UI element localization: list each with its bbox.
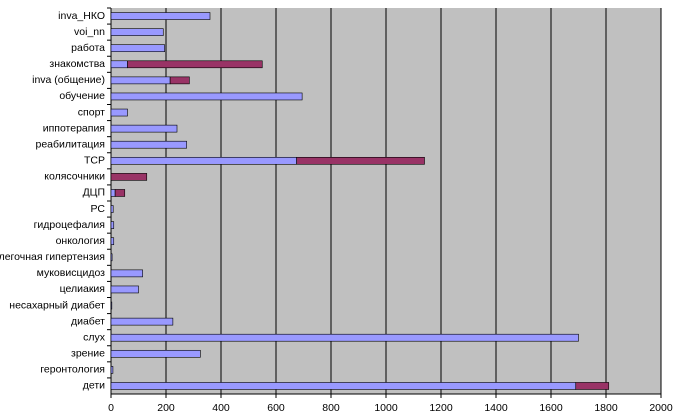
bar (110, 253, 113, 262)
bar (110, 173, 148, 181)
y-tick-label: геронтология (40, 364, 105, 376)
x-tick-label: 200 (157, 402, 175, 414)
y-tick-label: зрение (71, 348, 105, 360)
x-tick-label: 1400 (484, 402, 508, 414)
x-tick-label: 1600 (539, 402, 563, 414)
x-tick-label: 600 (267, 402, 285, 414)
bar (169, 76, 190, 85)
y-tick-label: inva (общение) (32, 74, 105, 86)
y-tick-label: диабет (71, 315, 105, 327)
y-tick-label: знакомства (49, 58, 105, 70)
bar (110, 28, 164, 36)
bar (110, 156, 297, 165)
y-tick-label: РС (91, 203, 106, 215)
bar (110, 221, 115, 229)
bar (110, 349, 201, 358)
bar (110, 92, 303, 101)
y-tick-label: ДЦП (83, 187, 105, 199)
y-tick-label: спорт (78, 106, 105, 118)
y-tick-label: слух (83, 331, 106, 343)
y-tick-label: работа (71, 42, 105, 54)
bar (110, 124, 178, 133)
y-tick-label: ТСР (84, 155, 105, 167)
bar (110, 333, 579, 342)
bar (110, 382, 577, 390)
bar (110, 269, 143, 278)
y-tick-label: обучение (59, 90, 105, 102)
y-tick-label: несахарный диабет (9, 299, 105, 311)
y-tick-label: легочная гипертензия (0, 251, 105, 263)
bar (110, 317, 174, 326)
bar (110, 301, 113, 310)
x-tick-label: 2000 (649, 402, 673, 414)
x-tick-label: 0 (108, 402, 114, 414)
bar (110, 12, 211, 20)
bar (110, 285, 139, 294)
y-tick-label: иппотерапия (43, 122, 105, 134)
bar (110, 237, 115, 246)
y-tick-label: муковисцидоз (37, 267, 106, 279)
y-tick-label: целиакия (60, 283, 105, 295)
y-tick-label: колясочники (44, 171, 105, 183)
y-tick-label: дети (83, 380, 105, 392)
x-tick-label: 400 (212, 402, 230, 414)
bar (110, 76, 171, 85)
bar (296, 156, 425, 165)
y-tick-label: онкология (56, 235, 105, 247)
bar (110, 189, 116, 197)
y-tick-label: inva_НКО (58, 10, 105, 22)
y-tick-label: voi_nn (74, 26, 105, 38)
x-tick-label: 1800 (594, 402, 618, 414)
y-tick-label: гидроцефалия (34, 219, 105, 231)
bar (127, 60, 263, 69)
bar (110, 44, 165, 53)
bar (110, 140, 187, 149)
bar (110, 60, 128, 69)
y-tick-label: реабилитация (36, 138, 106, 150)
x-tick-label: 1000 (374, 402, 398, 414)
x-tick-label: 800 (322, 402, 340, 414)
bar (114, 189, 126, 197)
bar (110, 366, 114, 374)
bar (110, 205, 114, 213)
bar (110, 108, 128, 117)
x-tick-label: 1200 (429, 402, 453, 414)
bar (575, 382, 610, 390)
